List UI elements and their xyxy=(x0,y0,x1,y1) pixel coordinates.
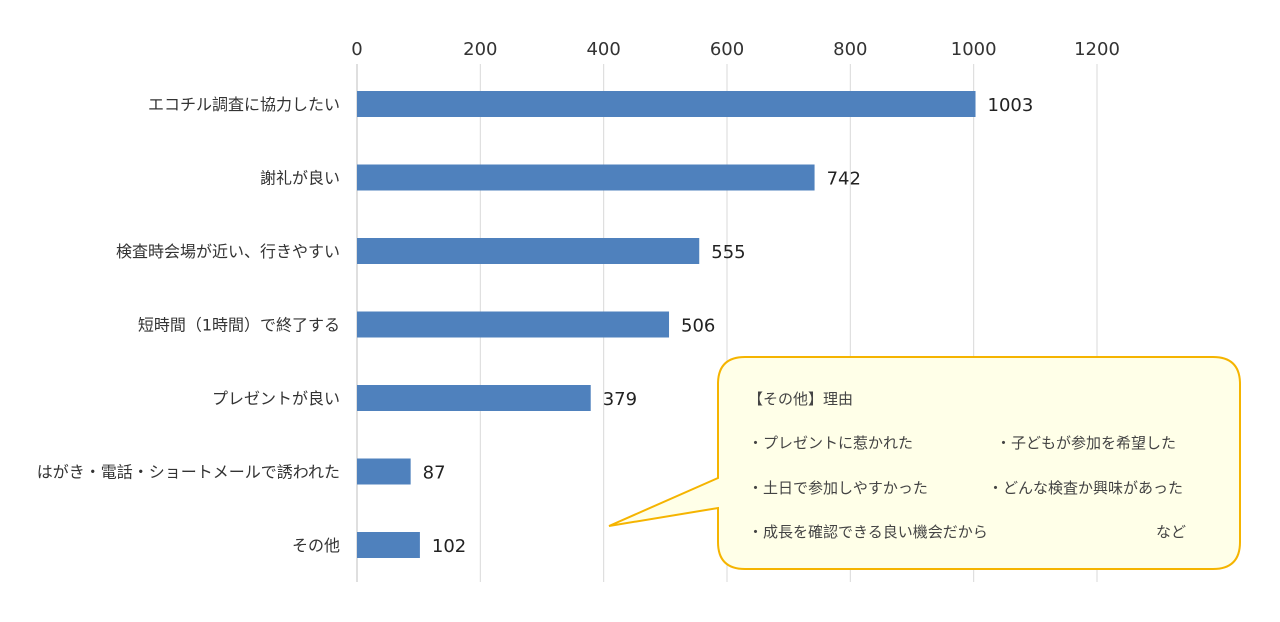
x-tick-label: 0 xyxy=(351,39,362,60)
bar xyxy=(357,164,815,191)
data-label: 742 xyxy=(827,169,861,190)
callout-shape xyxy=(608,356,1241,570)
bar xyxy=(357,238,700,264)
bar xyxy=(357,385,591,411)
data-label: 555 xyxy=(711,242,745,263)
callout-title: 【その他】理由 xyxy=(748,390,853,408)
data-label: 1003 xyxy=(988,95,1034,116)
category-label: その他 xyxy=(292,536,340,555)
category-labels: エコチル調査に協力したい謝礼が良い検査時会場が近い、行きやすい短時間（1時間）で… xyxy=(37,95,340,555)
x-tick-label: 800 xyxy=(833,39,867,60)
category-label: 検査時会場が近い、行きやすい xyxy=(116,242,340,261)
bar xyxy=(357,311,670,338)
data-label: 87 xyxy=(423,463,446,484)
category-label: 短時間（1時間）で終了する xyxy=(138,316,340,335)
bars xyxy=(357,91,976,558)
callout-item: ・プレゼントに惹かれた xyxy=(748,434,913,452)
data-label: 102 xyxy=(432,536,466,557)
callout-box: 【その他】理由 ・プレゼントに惹かれた ・子どもが参加を希望した ・土日で参加し… xyxy=(608,356,1241,570)
category-label: プレゼントが良い xyxy=(212,389,340,408)
value-labels: 1003 742 555 506 379 87 102 xyxy=(423,95,1034,557)
callout-item: など xyxy=(1156,523,1186,541)
x-axis-ticks: 0 200 400 600 800 1000 1200 xyxy=(351,39,1120,60)
callout-item: ・どんな検査か興味があった xyxy=(988,479,1183,497)
bar xyxy=(357,532,420,558)
category-label: はがき・電話・ショートメールで誘われた xyxy=(37,463,340,482)
bar xyxy=(357,91,976,117)
data-label: 506 xyxy=(681,316,715,337)
callout-item: ・土日で参加しやすかった xyxy=(748,479,928,497)
bar xyxy=(357,458,411,485)
x-tick-label: 1200 xyxy=(1074,39,1120,60)
x-tick-label: 400 xyxy=(586,39,620,60)
data-label: 379 xyxy=(603,389,637,410)
category-label: エコチル調査に協力したい xyxy=(148,95,340,114)
x-tick-label: 1000 xyxy=(951,39,997,60)
category-label: 謝礼が良い xyxy=(260,169,340,188)
callout-item: ・成長を確認できる良い機会だから xyxy=(748,523,988,541)
x-tick-label: 600 xyxy=(710,39,744,60)
x-tick-label: 200 xyxy=(463,39,497,60)
callout-item: ・子どもが参加を希望した xyxy=(996,434,1176,452)
